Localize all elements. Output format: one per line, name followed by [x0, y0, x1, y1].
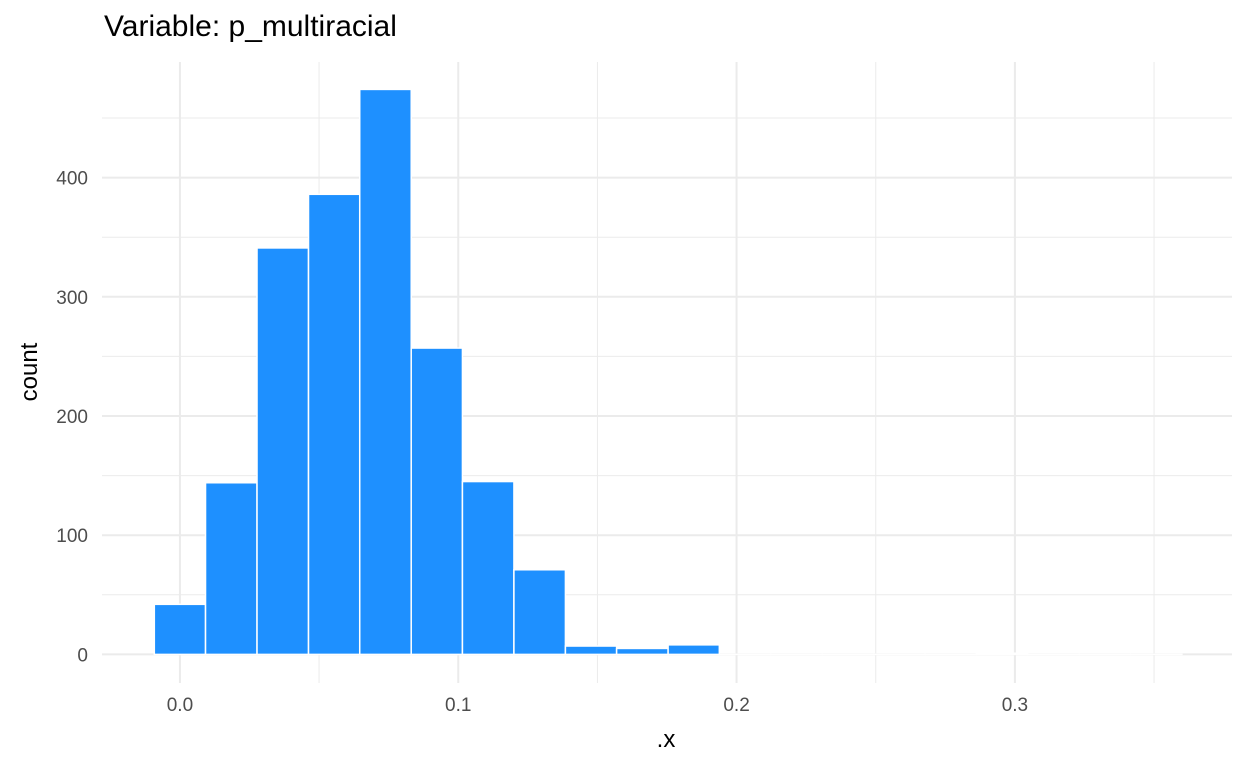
histogram-bar [204, 482, 258, 656]
y-tick-label: 0 [77, 645, 88, 666]
y-axis-ticks: 0 100 200 300 400 [56, 169, 88, 667]
histogram-bar [975, 652, 1029, 656]
histogram-bar [307, 193, 361, 656]
histogram-bar [667, 644, 721, 656]
x-tick-label: 0.1 [445, 695, 471, 716]
x-tick-label: 0.3 [1002, 695, 1028, 716]
histogram-bar [461, 480, 515, 656]
y-tick-label: 100 [56, 526, 88, 547]
x-tick-label: 0.0 [167, 695, 193, 716]
x-axis-ticks: 0.0 0.1 0.2 0.3 [167, 695, 1028, 716]
y-axis-label: count [16, 342, 43, 402]
histogram-bar [410, 347, 464, 656]
x-tick-label: 0.2 [723, 695, 749, 716]
histogram-bar [564, 645, 618, 656]
chart-title: Variable: p_multiracial [104, 10, 397, 43]
histogram-bars [153, 88, 1183, 656]
histogram-bar [358, 88, 412, 656]
y-tick-label: 300 [56, 288, 88, 309]
y-tick-label: 200 [56, 407, 88, 428]
y-tick-label: 400 [56, 169, 88, 190]
histogram-bar [153, 603, 207, 656]
minor-gridlines [102, 62, 1232, 683]
histogram-bar [256, 247, 310, 656]
histogram-bar [513, 569, 567, 656]
histogram-bar [615, 647, 669, 656]
x-axis-label: .x [656, 726, 676, 753]
